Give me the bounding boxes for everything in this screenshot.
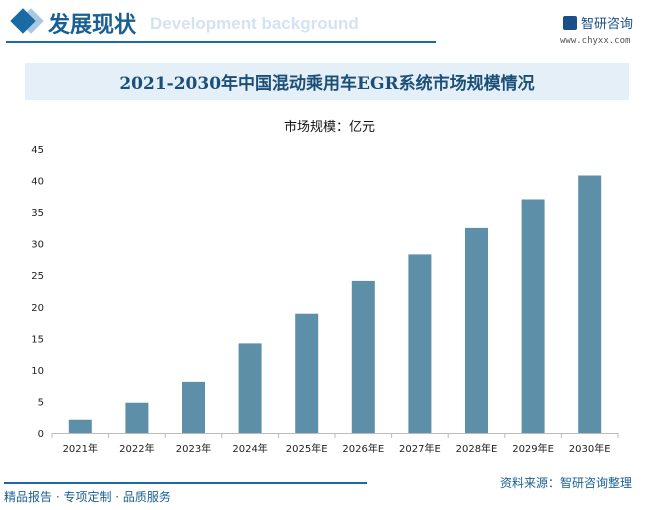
footer-tagline: 精品报告 · 专项定制 · 品质服务	[4, 490, 171, 504]
logo-icon	[563, 15, 577, 30]
footer-divider	[4, 482, 367, 484]
bar	[238, 343, 262, 433]
site-url: www.chyxx.com	[560, 36, 631, 46]
x-tick-label: 2023年	[176, 442, 211, 455]
y-tick-label: 25	[31, 271, 44, 282]
y-tick-label: 30	[31, 240, 44, 251]
y-tick-label: 35	[31, 208, 44, 219]
x-tick-label: 2030年E	[569, 442, 611, 455]
bar	[351, 280, 375, 433]
chart-title-box: 2021-2030年中国混动乘用车EGR系统市场规模情况	[25, 63, 629, 100]
x-tick-label: 2021年	[63, 442, 98, 455]
y-tick-label: 40	[31, 177, 44, 188]
y-axis-unit: 市场规模：亿元	[283, 120, 375, 135]
header-subtitle: Development background	[150, 14, 359, 33]
y-tick-label: 15	[31, 334, 44, 345]
bar	[578, 175, 602, 434]
y-tick-label: 0	[38, 429, 44, 440]
bar	[182, 381, 205, 433]
y-tick-label: 10	[31, 366, 44, 377]
chart-title: 2021-2030年中国混动乘用车EGR系统市场规模情况	[119, 74, 535, 94]
bar	[408, 254, 432, 433]
brand-logo: 智研咨询	[563, 13, 633, 32]
y-tick-label: 20	[31, 303, 44, 314]
x-tick-label: 2025年E	[286, 442, 328, 455]
x-tick-label: 2029年E	[512, 442, 554, 455]
bar	[465, 227, 488, 433]
x-tick-label: 2022年	[119, 442, 154, 455]
bar	[295, 313, 319, 433]
source-note: 资料来源：智研咨询整理	[500, 476, 633, 490]
bar	[125, 402, 149, 433]
bar	[68, 419, 92, 433]
y-tick-label: 5	[38, 397, 44, 408]
x-tick-label: 2027年E	[399, 442, 441, 455]
x-tick-label: 2026年E	[342, 442, 384, 455]
header-divider	[6, 41, 436, 43]
x-tick-label: 2024年	[232, 442, 267, 455]
header-title: 发展现状	[48, 12, 137, 38]
x-tick-label: 2028年E	[456, 442, 498, 455]
logo-text: 智研咨询	[581, 17, 634, 32]
bar	[521, 199, 545, 433]
y-tick-label: 45	[31, 145, 44, 156]
